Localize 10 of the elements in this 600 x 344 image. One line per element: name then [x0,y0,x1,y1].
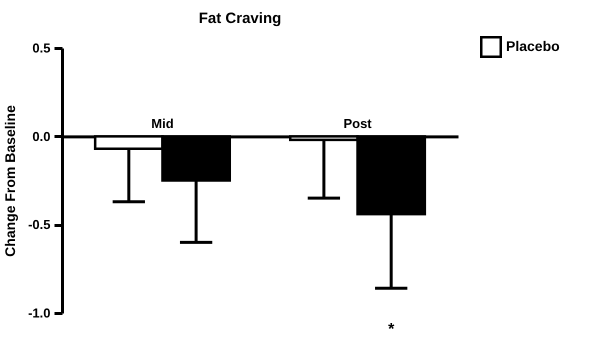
legend-label: Placebo [506,38,560,54]
y-tick-label: -1.0 [28,306,50,320]
x-tick-label: Post [343,116,372,131]
y-tick-label: 0.5 [32,40,50,56]
y-axis-title: Change From Baseline [2,104,18,257]
x-tick-label: Mid [151,116,174,131]
chart-title: Fat Craving [198,10,282,27]
text: * [388,321,396,338]
y-tick-label: -0.5 [28,217,50,232]
y-tick-label: 0.0 [32,128,50,144]
